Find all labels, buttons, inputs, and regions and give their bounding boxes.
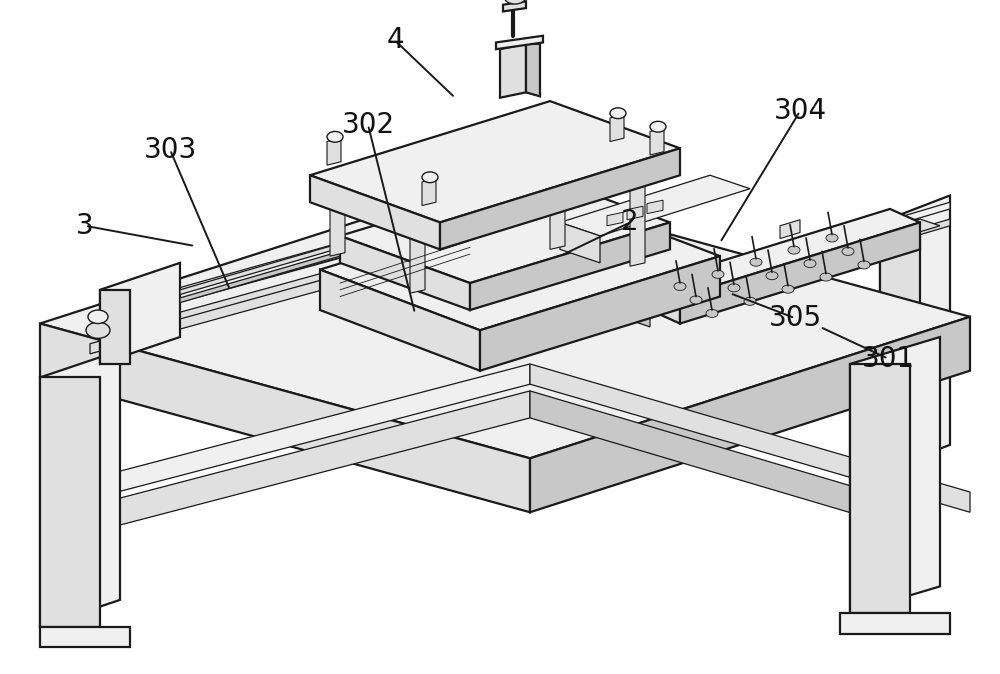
Polygon shape — [470, 222, 670, 310]
Polygon shape — [647, 200, 663, 214]
Circle shape — [422, 172, 438, 183]
Polygon shape — [630, 182, 645, 266]
Circle shape — [744, 297, 756, 305]
Polygon shape — [880, 222, 920, 472]
Circle shape — [842, 247, 854, 255]
Polygon shape — [560, 175, 750, 236]
Text: 303: 303 — [143, 135, 197, 164]
Polygon shape — [530, 364, 970, 512]
Polygon shape — [620, 202, 950, 307]
Circle shape — [712, 270, 724, 278]
Polygon shape — [610, 115, 624, 142]
Polygon shape — [850, 364, 910, 613]
Polygon shape — [440, 148, 680, 249]
Polygon shape — [100, 290, 130, 364]
Polygon shape — [310, 101, 680, 222]
Text: 3: 3 — [76, 212, 94, 240]
Text: 304: 304 — [773, 97, 827, 125]
Circle shape — [674, 282, 686, 290]
Polygon shape — [840, 613, 950, 634]
Polygon shape — [680, 222, 920, 324]
Polygon shape — [850, 337, 940, 613]
Circle shape — [858, 261, 870, 269]
Polygon shape — [320, 270, 480, 371]
Polygon shape — [310, 175, 440, 249]
Polygon shape — [180, 206, 470, 295]
Polygon shape — [100, 195, 600, 337]
Circle shape — [804, 259, 816, 268]
Polygon shape — [180, 214, 470, 303]
Circle shape — [88, 310, 108, 324]
Polygon shape — [560, 222, 600, 263]
Polygon shape — [607, 212, 623, 226]
Polygon shape — [410, 209, 425, 293]
Text: 4: 4 — [386, 26, 404, 55]
Text: 305: 305 — [768, 304, 822, 332]
Polygon shape — [650, 209, 920, 297]
Polygon shape — [340, 175, 670, 283]
Polygon shape — [496, 36, 543, 49]
Circle shape — [766, 272, 778, 280]
Polygon shape — [526, 44, 540, 96]
Polygon shape — [90, 192, 580, 337]
Polygon shape — [780, 220, 800, 239]
Polygon shape — [320, 195, 720, 330]
Polygon shape — [40, 182, 970, 458]
Circle shape — [826, 234, 838, 242]
Circle shape — [650, 121, 666, 132]
Circle shape — [782, 285, 794, 293]
Polygon shape — [100, 263, 180, 364]
Circle shape — [706, 309, 718, 317]
Polygon shape — [40, 324, 530, 512]
Text: 2: 2 — [621, 208, 639, 237]
Circle shape — [610, 108, 626, 119]
Polygon shape — [40, 350, 120, 627]
Polygon shape — [40, 391, 530, 546]
Polygon shape — [330, 172, 345, 256]
Circle shape — [750, 258, 762, 266]
Polygon shape — [650, 283, 680, 324]
Polygon shape — [627, 206, 643, 220]
Circle shape — [728, 284, 740, 292]
Polygon shape — [620, 219, 950, 324]
Polygon shape — [40, 377, 100, 627]
Polygon shape — [530, 317, 970, 512]
Polygon shape — [530, 391, 940, 539]
Polygon shape — [422, 179, 436, 206]
Polygon shape — [40, 627, 130, 647]
Polygon shape — [100, 179, 590, 324]
Polygon shape — [630, 307, 650, 327]
Polygon shape — [550, 165, 565, 249]
Polygon shape — [100, 310, 120, 330]
Circle shape — [788, 246, 800, 254]
Polygon shape — [500, 44, 526, 98]
Polygon shape — [100, 175, 600, 317]
Circle shape — [820, 273, 832, 281]
Circle shape — [504, 0, 526, 4]
Polygon shape — [90, 209, 580, 354]
Polygon shape — [327, 138, 341, 165]
Polygon shape — [480, 256, 720, 371]
Circle shape — [690, 296, 702, 304]
Polygon shape — [880, 195, 950, 472]
Circle shape — [86, 322, 110, 338]
Polygon shape — [650, 128, 664, 155]
Polygon shape — [40, 364, 530, 512]
Polygon shape — [503, 1, 526, 11]
Circle shape — [327, 131, 343, 142]
Polygon shape — [480, 162, 550, 236]
Polygon shape — [630, 219, 940, 313]
Text: 302: 302 — [341, 111, 395, 139]
Text: 301: 301 — [861, 344, 915, 373]
Polygon shape — [340, 236, 470, 310]
